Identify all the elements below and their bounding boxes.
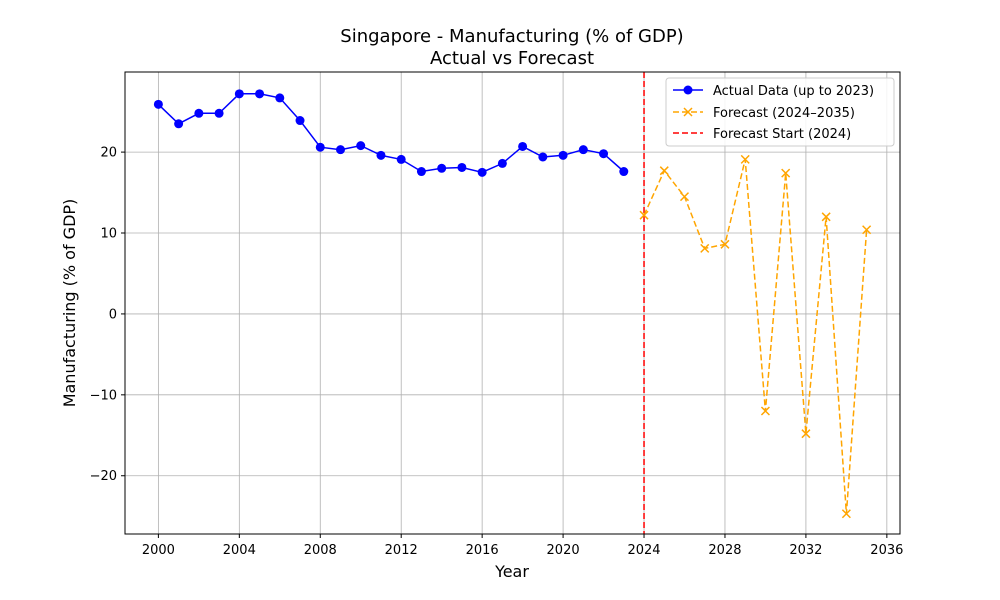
- actual-data-line: [157, 93, 625, 174]
- x-tick-label: 2008: [304, 543, 337, 558]
- actual-data-point: [315, 142, 325, 152]
- legend-forecast-label: Forecast (2024–2035): [713, 106, 855, 121]
- actual-data-point: [275, 93, 285, 103]
- forecast-line: [643, 159, 868, 514]
- actual-data-point: [356, 141, 366, 151]
- chart-subtitle: Actual vs Forecast: [430, 48, 594, 69]
- x-tick-label: 2036: [870, 543, 903, 558]
- x-tick-label: 2016: [466, 543, 499, 558]
- actual-data-point: [477, 167, 487, 177]
- forecast-data-point: [841, 509, 851, 519]
- plot-area-frame: [124, 71, 901, 535]
- actual-data-point: [619, 167, 629, 177]
- actual-data-point: [214, 108, 224, 118]
- x-axis-label: Year: [494, 562, 529, 581]
- actual-data-point: [416, 167, 426, 177]
- forecast-data-point: [679, 192, 690, 202]
- legend: Actual Data (up to 2023) Forecast (2024–…: [665, 77, 895, 147]
- forecast-data-point: [720, 239, 730, 249]
- series-markers: [153, 89, 872, 519]
- x-tick-label: 2024: [627, 543, 660, 558]
- y-tick-label: −20: [90, 469, 117, 484]
- x-tick-label: 2028: [708, 543, 741, 558]
- forecast-data-point: [781, 168, 791, 178]
- legend-forecast-start-label: Forecast Start (2024): [713, 127, 851, 142]
- grid: [125, 72, 900, 534]
- x-tick-label: 2000: [142, 543, 175, 558]
- actual-data-point: [153, 99, 163, 109]
- x-tick-label: 2012: [385, 543, 418, 558]
- legend-forecast-marker: [683, 107, 693, 117]
- actual-data-point: [538, 152, 548, 162]
- actual-data-point: [558, 150, 568, 160]
- legend-actual-marker: [683, 85, 693, 95]
- x-tick-label: 2020: [547, 543, 580, 558]
- actual-data-point: [599, 149, 609, 159]
- forecast-data-point: [659, 166, 669, 176]
- y-tick-label: 20: [100, 146, 117, 161]
- actual-data-point: [518, 141, 528, 151]
- actual-data-point: [194, 108, 204, 118]
- actual-data-point: [295, 116, 305, 126]
- actual-data-point: [457, 162, 467, 172]
- actual-data-point: [396, 154, 406, 164]
- actual-data-point: [336, 145, 346, 155]
- y-axis: −20 −10 0 10 20: [90, 146, 125, 484]
- actual-data-point: [234, 89, 244, 99]
- chart-title: Singapore - Manufacturing (% of GDP): [340, 26, 683, 47]
- y-tick-label: 0: [109, 307, 117, 322]
- y-axis-label: Manufacturing (% of GDP): [60, 199, 79, 408]
- actual-data-point: [376, 150, 386, 160]
- actual-data-point: [497, 158, 507, 168]
- series-lines: [157, 93, 868, 514]
- y-tick-label: 10: [100, 227, 117, 242]
- forecast-data-point: [740, 154, 750, 164]
- actual-data-point: [255, 89, 265, 99]
- y-tick-label: −10: [90, 388, 117, 403]
- x-tick-label: 2032: [789, 543, 822, 558]
- forecast-data-point: [801, 429, 811, 439]
- actual-data-point: [437, 163, 447, 173]
- forecast-data-point: [639, 210, 649, 220]
- actual-data-point: [578, 145, 588, 155]
- forecast-data-point: [760, 406, 770, 416]
- forecast-data-point: [862, 225, 872, 235]
- legend-box: [665, 77, 895, 147]
- legend-actual-label: Actual Data (up to 2023): [713, 84, 874, 99]
- forecast-data-point: [821, 212, 831, 222]
- x-axis: 2000 2004 2008 2012 2016 2020 2024 2028 2032 2036: [142, 534, 903, 558]
- actual-data-point: [174, 119, 184, 129]
- x-tick-label: 2004: [223, 543, 256, 558]
- forecast-data-point: [700, 243, 710, 253]
